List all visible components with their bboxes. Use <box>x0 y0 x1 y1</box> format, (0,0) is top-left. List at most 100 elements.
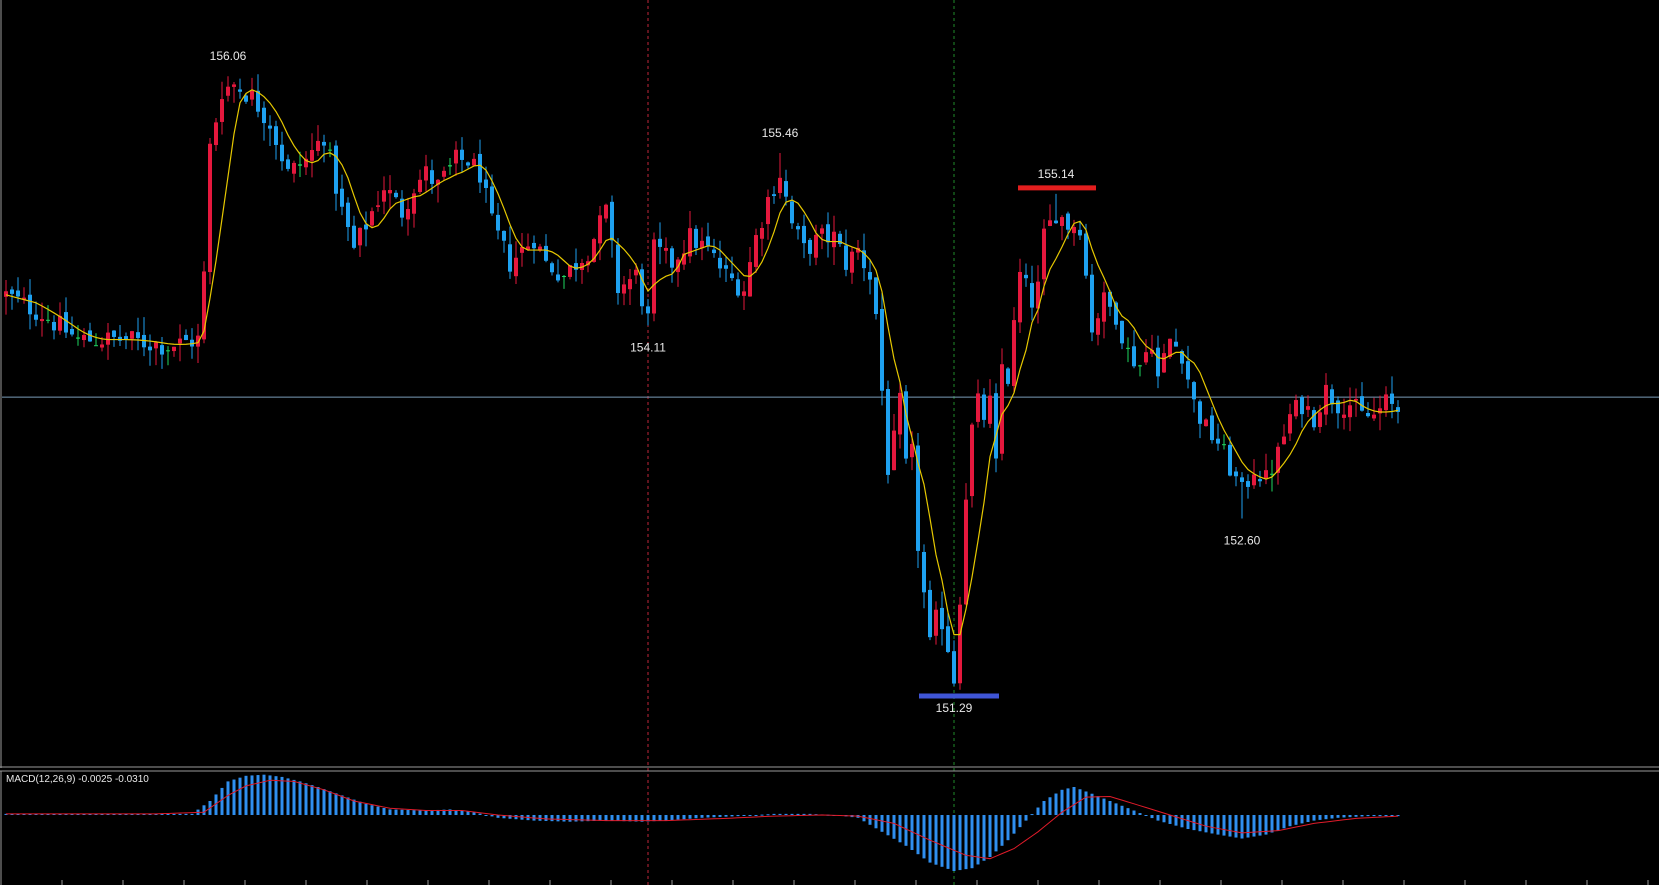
candle-body <box>880 308 884 391</box>
candle-body <box>1192 382 1196 400</box>
candle-body <box>1270 473 1274 475</box>
candle-body <box>538 246 542 251</box>
macd-bar <box>670 815 674 821</box>
macd-bar <box>676 815 680 820</box>
macd-signal-line <box>6 779 1399 860</box>
macd-bar <box>892 815 896 839</box>
macd-bar <box>136 813 140 815</box>
candle-body <box>1318 412 1322 427</box>
macd-bar <box>160 813 164 815</box>
candle-body <box>910 443 914 458</box>
candle-body <box>952 651 956 684</box>
candle-body <box>166 350 170 352</box>
candle-body <box>694 228 698 248</box>
candle-body <box>1258 479 1262 482</box>
candle-body <box>790 201 794 224</box>
candle-body <box>352 225 356 248</box>
candle-body <box>940 607 944 630</box>
macd-bar <box>1000 815 1004 846</box>
candle-body <box>874 277 878 315</box>
candle-body <box>1204 419 1208 427</box>
candle-body <box>574 263 578 270</box>
candle-body <box>520 247 524 253</box>
candle-body <box>184 334 188 341</box>
candle-body <box>562 276 566 278</box>
candle-body <box>1186 361 1190 380</box>
candle-body <box>856 247 860 253</box>
macd-bar <box>664 815 668 821</box>
candle-body <box>1240 477 1244 482</box>
candle-body <box>832 231 836 248</box>
macd-bar <box>478 813 482 815</box>
macd-bar <box>220 787 224 815</box>
candle-body <box>1396 407 1400 412</box>
candle-body <box>226 86 230 96</box>
candle-body <box>178 338 182 344</box>
candle-body <box>1006 368 1010 384</box>
candle-body <box>460 149 464 160</box>
candle-body <box>250 90 254 100</box>
macd-bar <box>244 775 248 815</box>
macd-bar <box>1288 815 1292 827</box>
candle-body <box>160 345 164 355</box>
macd-bar <box>16 813 20 815</box>
macd-bar <box>328 791 332 815</box>
candle-body <box>1120 320 1124 344</box>
candle-body <box>1234 471 1238 477</box>
macd-bar <box>1360 815 1364 817</box>
macd-bar <box>124 813 128 815</box>
macd-bar <box>1318 815 1322 820</box>
candle-body <box>292 162 296 174</box>
candle-body <box>1198 401 1202 424</box>
candle-body <box>1060 217 1064 226</box>
candle-body <box>970 424 974 497</box>
candle-body <box>988 395 992 424</box>
candle-body <box>784 181 788 197</box>
macd-bar <box>346 797 350 815</box>
macd-bar <box>1072 787 1076 815</box>
macd-bar <box>1144 815 1148 816</box>
candle-body <box>124 336 128 340</box>
macd-bar <box>472 812 476 815</box>
candle-body <box>772 194 776 196</box>
macd-bar <box>730 815 734 817</box>
candle-body <box>1138 365 1142 367</box>
macd-bar <box>778 813 782 815</box>
candle-body <box>1156 347 1160 377</box>
macd-bar <box>40 813 44 815</box>
macd-bar <box>424 810 428 815</box>
macd-bar <box>1390 815 1394 817</box>
candle-body <box>1030 283 1034 308</box>
macd-bar <box>484 815 488 816</box>
candle-body <box>916 445 920 551</box>
macd-bar <box>100 813 104 815</box>
candle-body <box>10 289 14 294</box>
macd-bar <box>1258 815 1262 836</box>
price-annotations: 156.06 154.11 155.46 151.29 155.14 152.60 <box>210 49 1261 715</box>
candle-body <box>1108 291 1112 307</box>
macd-bar <box>562 815 566 822</box>
macd-bar <box>1246 815 1250 838</box>
candle-body <box>730 273 734 279</box>
candle-body <box>172 346 176 352</box>
candle-body <box>52 321 56 331</box>
macd-bar <box>1198 815 1202 832</box>
macd-bar <box>742 815 746 816</box>
candle-body <box>1300 397 1304 415</box>
macd-bar <box>148 813 152 815</box>
macd-bar <box>1300 815 1304 824</box>
candle-body <box>262 107 266 124</box>
macd-histogram <box>4 774 1400 871</box>
candle-body <box>928 589 932 638</box>
macd-bar <box>34 813 38 815</box>
candle-body <box>598 215 602 244</box>
candle-body <box>220 99 224 122</box>
candle-body <box>1288 414 1292 434</box>
candle-body <box>1102 292 1106 322</box>
macd-bar <box>976 815 980 865</box>
macd-bar <box>1276 815 1280 831</box>
candle-body <box>274 126 278 145</box>
candle-body <box>1072 227 1076 234</box>
macd-bar <box>1378 815 1382 817</box>
